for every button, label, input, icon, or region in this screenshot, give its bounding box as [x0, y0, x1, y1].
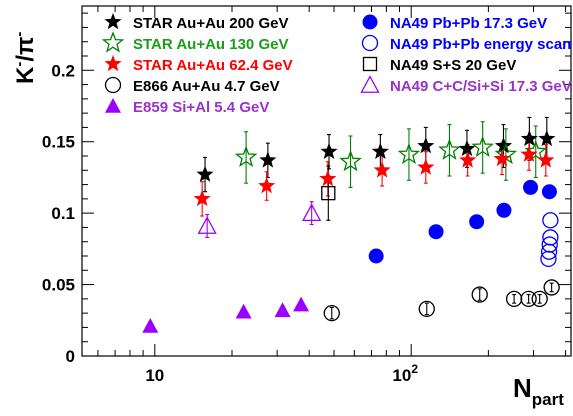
- y-axis-title-pi: /π: [12, 37, 39, 62]
- data-point: [458, 139, 476, 157]
- x-axis-title: Npart: [513, 373, 564, 409]
- data-point: [471, 286, 488, 303]
- data-point: [339, 149, 362, 172]
- data-point: [234, 145, 258, 168]
- legend: STAR Au+Au 200 GeV STAR Au+Au 130 GeV STAR…: [101, 13, 572, 116]
- data-point: [469, 214, 485, 230]
- data-point: [302, 203, 322, 222]
- data-point: [493, 149, 511, 167]
- legend-marker: [104, 13, 122, 30]
- y-axis-title-sup1: -: [11, 62, 28, 67]
- x-axis-title-main: N: [513, 373, 532, 403]
- x-tick-label-base: 10: [145, 366, 164, 385]
- data-point: [542, 212, 559, 229]
- data-point: [196, 165, 214, 182]
- data-point: [259, 151, 277, 168]
- legend-label: STAR Au+Au 62.4 GeV: [133, 57, 293, 74]
- data-point: [494, 137, 513, 154]
- legend-label: NA49 Pb+Pb 17.3 GeV: [390, 15, 547, 32]
- y-axis-title: K-/π-: [11, 32, 39, 84]
- data-point: [417, 137, 435, 154]
- data-point: [293, 296, 310, 312]
- x-tick-label: 102: [392, 362, 418, 385]
- legend-label: NA49 C+C/Si+Si 17.3 GeV: [390, 78, 572, 95]
- plot-frame: [81, 5, 572, 357]
- data-point: [417, 158, 435, 175]
- data-point: [538, 129, 556, 147]
- data-point: [397, 142, 421, 165]
- x-tick-label-exponent: 2: [411, 362, 418, 376]
- y-tick-label: 0.1: [51, 204, 75, 223]
- legend-label: NA49 S+S 20 GeV: [390, 57, 516, 74]
- legend-label: E859 Si+Al 5.4 GeV: [133, 99, 269, 116]
- data-point: [523, 179, 539, 195]
- data-point: [274, 302, 291, 318]
- data-point: [258, 177, 276, 194]
- legend-label: NA49 Pb+Pb energy scan: [390, 36, 571, 53]
- x-tick-label: 10: [145, 366, 164, 385]
- legend-marker: [360, 75, 380, 93]
- x-axis-title-sub: part: [532, 390, 564, 409]
- data-point: [197, 216, 217, 234]
- y-tick-label: 0.2: [51, 61, 75, 80]
- data-point: [543, 279, 560, 296]
- legend-marker: [105, 98, 121, 113]
- data-point: [323, 304, 340, 322]
- data-point: [319, 169, 337, 187]
- x-tick-label-base: 10: [392, 366, 411, 385]
- y-axis-title-sup2: -: [11, 32, 28, 37]
- legend-label: STAR Au+Au 130 GeV: [133, 36, 288, 53]
- y-axis-title-k: K: [12, 66, 39, 84]
- legend-label: E866 Au+Au 4.7 GeV: [133, 78, 280, 95]
- y-tick-label: 0: [66, 347, 75, 366]
- legend-marker: [362, 56, 378, 72]
- data-point: [371, 142, 389, 159]
- data-point: [235, 303, 252, 319]
- axis-ticks: [82, 6, 571, 357]
- data-point: [320, 142, 338, 159]
- data-point: [520, 290, 537, 308]
- legend-marker: [104, 55, 122, 72]
- data-point: [520, 129, 538, 147]
- legend-marker: [362, 14, 378, 30]
- legend-label: STAR Au+Au 200 GeV: [133, 15, 288, 32]
- data-point: [428, 224, 444, 240]
- data-point: [540, 243, 558, 260]
- data-point: [321, 185, 336, 201]
- data-points: [142, 129, 560, 333]
- data-point: [496, 202, 512, 218]
- data-point: [438, 138, 461, 160]
- legend-marker: [104, 76, 122, 94]
- legend-marker: [361, 34, 379, 52]
- data-point: [193, 189, 211, 207]
- data-point: [520, 145, 538, 162]
- data-point: [418, 300, 435, 318]
- legend-marker: [101, 31, 125, 53]
- y-tick-label: 0.05: [42, 276, 75, 295]
- data-point: [541, 184, 557, 200]
- data-point: [142, 318, 159, 333]
- data-point: [537, 151, 555, 168]
- data-point: [540, 250, 557, 268]
- data-point: [531, 290, 548, 308]
- data-point: [459, 151, 477, 168]
- tick-labels: 00.050.10.150.210 102: [42, 61, 418, 385]
- y-tick-label: 0.15: [42, 133, 75, 152]
- data-point: [373, 161, 391, 178]
- data-point: [471, 135, 494, 158]
- data-point: [368, 248, 384, 264]
